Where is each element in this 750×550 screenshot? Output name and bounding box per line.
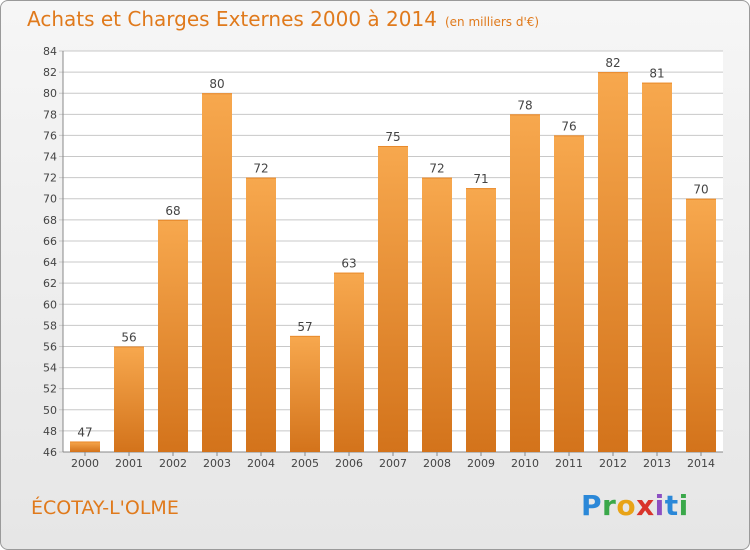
logo-letter: i <box>678 489 689 522</box>
y-tick-label: 72 <box>43 172 57 185</box>
chart-subtitle: (en milliers d'€) <box>444 15 540 29</box>
y-tick-label: 62 <box>43 277 57 290</box>
x-tick-label: 2012 <box>599 457 627 470</box>
y-tick-label: 70 <box>43 193 57 206</box>
x-tick-label: 2006 <box>335 457 363 470</box>
x-tick-label: 2002 <box>159 457 187 470</box>
chart-title: Achats et Charges Externes 2000 à 2014 (e… <box>27 7 539 31</box>
data-label: 80 <box>209 77 224 91</box>
bar <box>70 441 100 452</box>
data-label: 68 <box>165 204 180 218</box>
bar <box>334 272 364 452</box>
place-name: ÉCOTAY-L'OLME <box>31 497 179 519</box>
data-label: 81 <box>649 67 664 81</box>
data-label: 72 <box>429 162 444 176</box>
bar <box>158 219 188 452</box>
bar <box>202 93 232 453</box>
x-tick-label: 2009 <box>467 457 495 470</box>
x-tick-label: 2008 <box>423 457 451 470</box>
data-label: 72 <box>253 162 268 176</box>
bar <box>510 114 540 452</box>
bar <box>290 335 320 452</box>
logo-letter: i <box>654 489 665 522</box>
y-tick-label: 50 <box>43 404 57 417</box>
bar <box>686 198 716 452</box>
data-label: 70 <box>693 183 708 197</box>
y-tick-label: 46 <box>43 446 57 459</box>
x-tick-label: 2011 <box>555 457 583 470</box>
bar <box>378 145 408 452</box>
x-tick-label: 2014 <box>687 457 715 470</box>
data-label: 78 <box>517 98 532 112</box>
data-label: 47 <box>77 425 92 439</box>
logo-letter: x <box>636 489 655 522</box>
bar <box>422 177 452 452</box>
bar <box>466 188 496 452</box>
y-tick-label: 80 <box>43 87 57 100</box>
y-tick-label: 58 <box>43 319 57 332</box>
y-tick-label: 56 <box>43 340 57 353</box>
y-tick-label: 84 <box>43 45 57 58</box>
y-tick-label: 78 <box>43 108 57 121</box>
bar <box>554 135 584 452</box>
x-tick-label: 2007 <box>379 457 407 470</box>
y-tick-label: 74 <box>43 151 57 164</box>
x-tick-label: 2000 <box>71 457 99 470</box>
x-tick-label: 2003 <box>203 457 231 470</box>
bar <box>598 72 628 453</box>
data-label: 57 <box>297 320 312 334</box>
y-tick-label: 54 <box>43 362 57 375</box>
chart-title-text: Achats et Charges Externes 2000 à 2014 <box>27 7 437 31</box>
data-label: 82 <box>605 56 620 70</box>
bar <box>246 177 276 452</box>
logo-letter: t <box>664 489 679 522</box>
bar <box>114 346 144 452</box>
data-label: 56 <box>121 330 136 344</box>
y-tick-label: 76 <box>43 129 57 142</box>
data-label: 71 <box>473 172 488 186</box>
y-tick-label: 66 <box>43 235 57 248</box>
x-tick-label: 2013 <box>643 457 671 470</box>
y-tick-label: 64 <box>43 256 57 269</box>
y-tick-label: 82 <box>43 66 57 79</box>
bar <box>642 82 672 452</box>
y-tick-label: 60 <box>43 298 57 311</box>
y-tick-label: 52 <box>43 383 57 396</box>
x-tick-label: 2004 <box>247 457 275 470</box>
data-label: 76 <box>561 119 576 133</box>
data-label: 75 <box>385 130 400 144</box>
x-tick-label: 2001 <box>115 457 143 470</box>
x-tick-label: 2010 <box>511 457 539 470</box>
y-tick-label: 48 <box>43 425 57 438</box>
logo-letter: r <box>602 489 617 522</box>
data-label: 63 <box>341 257 356 271</box>
logo-letter: P <box>581 489 603 522</box>
logo-letter: o <box>616 489 637 522</box>
y-tick-label: 68 <box>43 214 57 227</box>
x-tick-label: 2005 <box>291 457 319 470</box>
proxiti-logo: Proxiti <box>581 489 689 522</box>
